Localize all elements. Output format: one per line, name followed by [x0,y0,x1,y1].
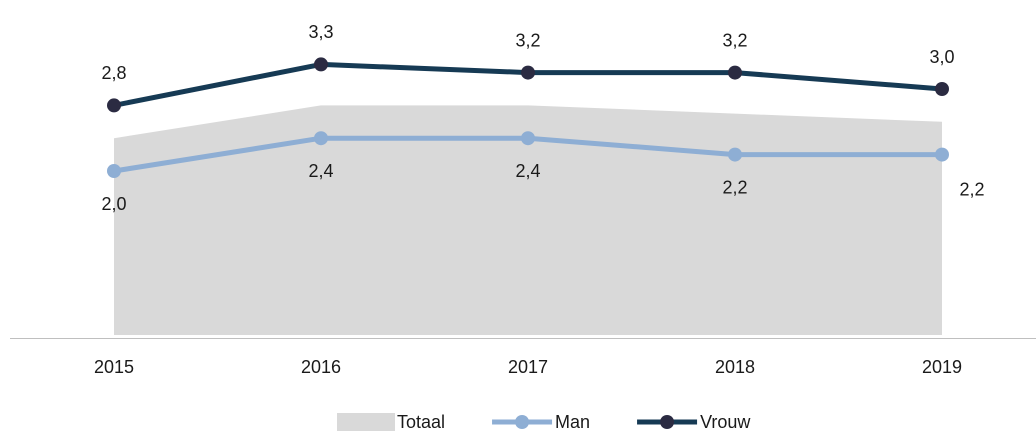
legend-label: Totaal [397,412,445,432]
data-label: 3,3 [308,22,333,42]
legend-marker [515,415,530,429]
legend-marker [660,415,675,429]
legend-label: Vrouw [700,412,751,432]
point [935,82,949,96]
data-label: 2,4 [308,161,333,181]
x-tick-label: 2018 [715,357,755,377]
data-label: 2,2 [722,177,747,197]
data-label: 2,8 [101,63,126,83]
point [314,131,328,146]
data-label: 3,0 [929,47,954,67]
point [935,147,949,162]
data-label: 3,2 [515,30,540,50]
point [107,98,121,113]
point [728,147,742,162]
x-tick-label: 2016 [301,357,341,377]
area [114,105,942,336]
data-label: 2,2 [959,179,984,199]
point [521,131,535,146]
data-label: 2,4 [515,161,540,181]
x-tick-label: 2015 [94,357,134,377]
legend-label: Man [555,412,590,432]
point [107,164,121,178]
x-tick-label: 2019 [922,357,962,377]
data-label: 2,0 [101,194,126,214]
point [521,65,535,80]
x-tick-label: 2017 [508,357,548,377]
point [314,57,328,72]
point [728,65,742,80]
data-label: 3,2 [722,30,747,50]
legend-swatch [337,413,395,431]
